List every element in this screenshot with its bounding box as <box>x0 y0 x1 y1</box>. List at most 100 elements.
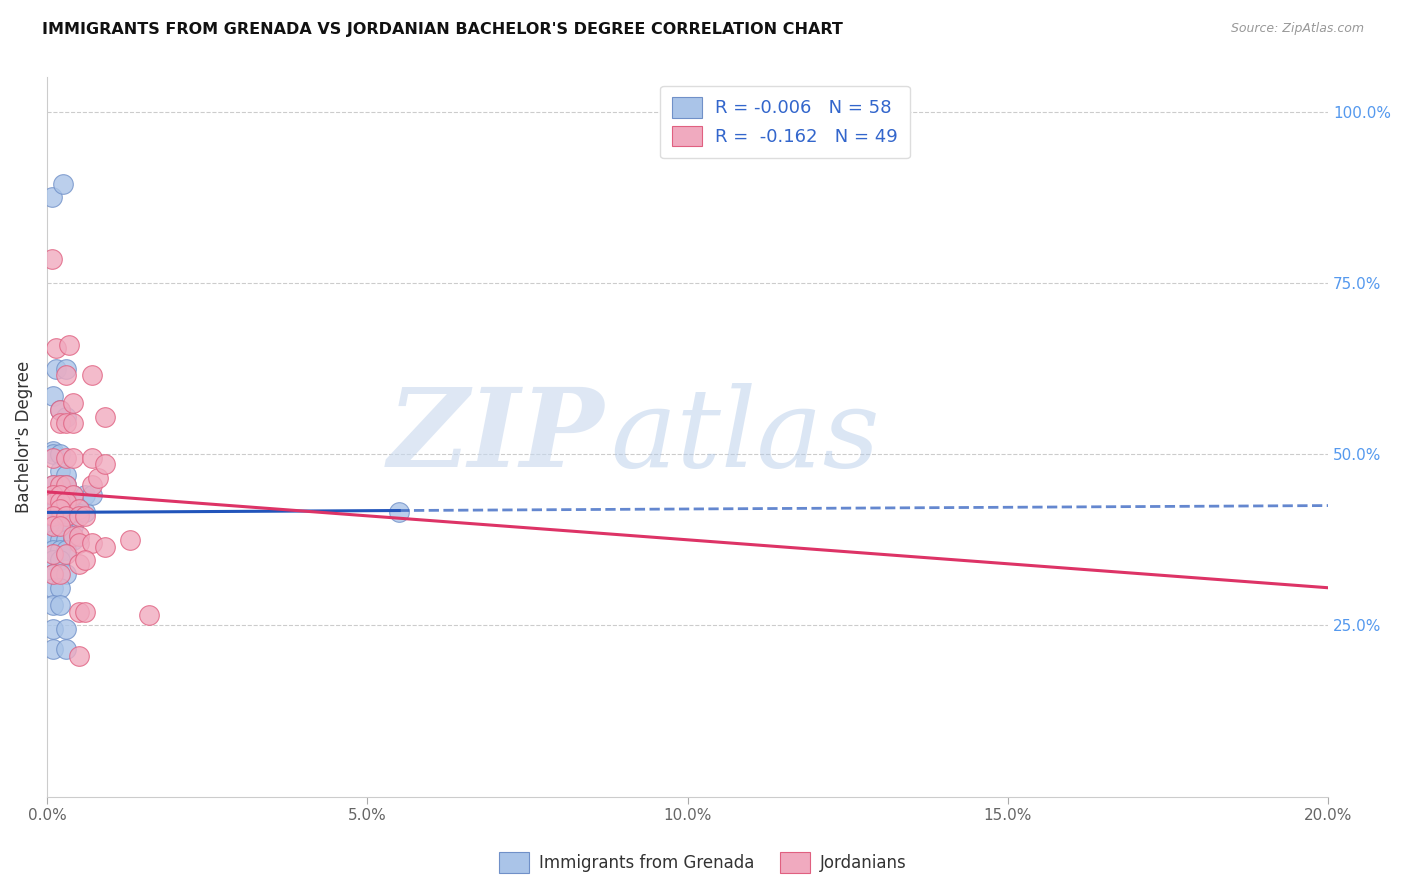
Point <box>42 488 65 502</box>
Point <box>48 488 70 502</box>
Point <box>48 499 70 513</box>
Point <box>55 488 77 502</box>
Point <box>42 499 65 513</box>
Point <box>48 543 70 558</box>
Point <box>55 417 77 431</box>
Point <box>67 649 90 664</box>
Point <box>55 508 77 523</box>
Point <box>42 598 65 612</box>
Text: ZIP: ZIP <box>388 384 605 491</box>
Point <box>55 409 77 424</box>
Point <box>67 508 90 523</box>
Point <box>138 608 160 623</box>
Point <box>87 471 110 485</box>
Point <box>42 508 65 523</box>
Point <box>41 252 63 266</box>
Point <box>48 525 70 540</box>
Point <box>62 417 84 431</box>
Point <box>55 478 77 492</box>
Point <box>42 478 65 492</box>
Point <box>42 567 65 582</box>
Point <box>55 512 77 526</box>
Point <box>42 519 65 533</box>
Text: IMMIGRANTS FROM GRENADA VS JORDANIAN BACHELOR'S DEGREE CORRELATION CHART: IMMIGRANTS FROM GRENADA VS JORDANIAN BAC… <box>42 22 844 37</box>
Point <box>42 443 65 458</box>
Point <box>58 337 80 351</box>
Point <box>42 525 65 540</box>
Point <box>48 581 70 595</box>
Point <box>42 622 65 636</box>
Point <box>48 488 70 502</box>
Point <box>93 409 115 424</box>
Point <box>62 488 84 502</box>
Point <box>48 417 70 431</box>
Text: Source: ZipAtlas.com: Source: ZipAtlas.com <box>1230 22 1364 36</box>
Point <box>55 450 77 465</box>
Point <box>62 519 84 533</box>
Point <box>80 478 103 492</box>
Point <box>48 447 70 461</box>
Point <box>48 402 70 417</box>
Point <box>80 450 103 465</box>
Legend: Immigrants from Grenada, Jordanians: Immigrants from Grenada, Jordanians <box>492 846 914 880</box>
Point <box>62 450 84 465</box>
Point <box>48 464 70 478</box>
Point <box>55 361 77 376</box>
Point <box>75 488 97 502</box>
Point <box>93 458 115 472</box>
Point <box>55 478 77 492</box>
Point <box>42 519 65 533</box>
Point <box>75 505 97 519</box>
Point <box>48 505 70 519</box>
Point <box>55 519 77 533</box>
Point <box>42 533 65 547</box>
Point <box>55 543 77 558</box>
Point <box>80 368 103 383</box>
Point <box>55 499 77 513</box>
Legend: R = -0.006   N = 58, R =  -0.162   N = 49: R = -0.006 N = 58, R = -0.162 N = 49 <box>661 86 910 158</box>
Point <box>55 642 77 657</box>
Point <box>55 567 77 582</box>
Point <box>75 508 97 523</box>
Y-axis label: Bachelor's Degree: Bachelor's Degree <box>15 361 32 513</box>
Point <box>67 536 90 550</box>
Point <box>42 389 65 403</box>
Point <box>120 533 142 547</box>
Point <box>42 447 65 461</box>
Point <box>55 547 77 561</box>
Point <box>42 488 65 502</box>
Point <box>67 502 90 516</box>
Point <box>93 540 115 554</box>
Point <box>42 581 65 595</box>
Point <box>67 502 90 516</box>
Point <box>42 567 65 582</box>
Point <box>80 488 103 502</box>
Point <box>55 495 77 509</box>
Point <box>42 543 65 558</box>
Point <box>45 361 67 376</box>
Point <box>48 567 70 582</box>
Point <box>42 512 65 526</box>
Text: atlas: atlas <box>610 384 880 491</box>
Point <box>75 553 97 567</box>
Point <box>42 642 65 657</box>
Point <box>48 495 70 509</box>
Point <box>42 547 65 561</box>
Point <box>55 533 77 547</box>
Point <box>55 368 77 383</box>
Point <box>55 505 77 519</box>
Point <box>52 177 75 191</box>
Point <box>48 478 70 492</box>
Point <box>42 450 65 465</box>
Point <box>48 519 70 533</box>
Point <box>41 190 63 204</box>
Point <box>55 622 77 636</box>
Point <box>62 505 84 519</box>
Point <box>48 533 70 547</box>
Point <box>48 502 70 516</box>
Point <box>48 553 70 567</box>
Point <box>80 536 103 550</box>
Point <box>62 488 84 502</box>
Point <box>62 396 84 410</box>
Point <box>388 505 411 519</box>
